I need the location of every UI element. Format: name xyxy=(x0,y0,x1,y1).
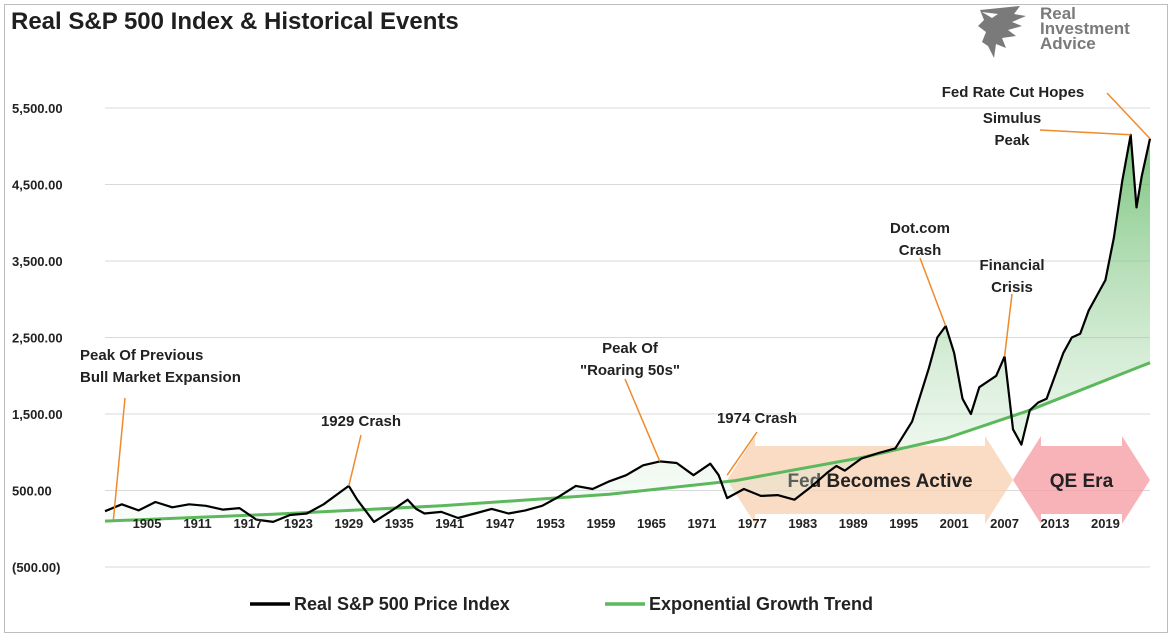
x-tick-label: 1989 xyxy=(839,516,868,531)
annotation-leader xyxy=(1003,293,1013,357)
x-tick-label: 1923 xyxy=(284,516,313,531)
x-tick-label: 1917 xyxy=(233,516,262,531)
annotations: Peak Of Previous Bull Market Expansion 192… xyxy=(80,84,1151,520)
y-tick-label: 1,500.00 xyxy=(12,407,63,422)
annotation-label: Crash xyxy=(899,242,942,259)
x-tick-label: 2007 xyxy=(990,516,1019,531)
x-tick-label: 1953 xyxy=(536,516,565,531)
annotation-label: Peak xyxy=(994,132,1030,149)
logo-line: Investment xyxy=(1040,19,1130,38)
legend: Real S&P 500 Price Index Exponential Grow… xyxy=(250,594,873,614)
logo-line: Advice xyxy=(1040,34,1096,53)
x-tick-label: 1935 xyxy=(385,516,414,531)
annotation-label: Fed Rate Cut Hopes xyxy=(942,84,1085,101)
x-tick-label: 1971 xyxy=(687,516,716,531)
x-tick-label: 1959 xyxy=(587,516,616,531)
x-tick-label: 1929 xyxy=(334,516,363,531)
x-tick-label: 1911 xyxy=(183,516,211,531)
era-label: Fed Becomes Active xyxy=(787,471,972,492)
legend-label: Exponential Growth Trend xyxy=(649,594,873,614)
y-tick-label: 5,500.00 xyxy=(12,101,63,116)
annotation-label: Crisis xyxy=(991,279,1033,296)
logo-text: Real Investment Advice xyxy=(1040,4,1130,53)
logo-line: Real xyxy=(1040,4,1076,23)
era-arrows: Fed Becomes Active QE Era xyxy=(727,436,1150,524)
chart-title: Real S&P 500 Index & Historical Events xyxy=(11,8,459,35)
gridlines xyxy=(105,107,1150,568)
chart-frame xyxy=(4,4,1168,633)
annotation-leader xyxy=(726,431,758,476)
x-tick-label: 1977 xyxy=(738,516,767,531)
x-tick-label: 1965 xyxy=(637,516,666,531)
annotation-leader xyxy=(112,397,126,520)
y-tick-label: 3,500.00 xyxy=(12,254,63,269)
era-label: QE Era xyxy=(1050,471,1114,492)
y-tick-label: 500.00 xyxy=(12,484,52,499)
annotation-label: Peak Of xyxy=(602,340,659,357)
y-tick-label: 2,500.00 xyxy=(12,331,63,346)
annotation-label: Bull Market Expansion xyxy=(80,369,241,386)
annotation-leader xyxy=(919,257,947,327)
annotation-label: 1974 Crash xyxy=(717,410,797,427)
x-tick-label: 2019 xyxy=(1091,516,1120,531)
annotation-label: Simulus xyxy=(983,110,1041,127)
y-tick-label: 4,500.00 xyxy=(12,178,63,193)
annotation-label: 1929 Crash xyxy=(321,413,401,430)
x-tick-label: 1941 xyxy=(435,516,464,531)
annotation-leader xyxy=(1039,129,1131,136)
y-tick-label: (500.00) xyxy=(12,560,60,575)
series-line xyxy=(104,361,1151,523)
annotation-label: Dot.com xyxy=(890,220,950,237)
series-lines xyxy=(104,133,1152,523)
x-tick-label: 2013 xyxy=(1041,516,1070,531)
x-tick-label: 2001 xyxy=(940,516,969,531)
legend-label: Real S&P 500 Price Index xyxy=(294,594,510,614)
annotation-leader xyxy=(624,378,661,462)
x-tick-label: 1947 xyxy=(486,516,515,531)
eagle-logo-icon xyxy=(978,6,1026,58)
era-arrow xyxy=(727,436,1013,524)
era-arrow xyxy=(1012,436,1150,524)
annotation-leader xyxy=(348,434,362,487)
annotation-label: Peak Of Previous xyxy=(80,347,203,364)
x-tick-label: 1983 xyxy=(788,516,817,531)
annotation-leader xyxy=(1106,92,1151,140)
annotation-label: "Roaring 50s" xyxy=(580,362,680,379)
x-axis: 1905 1911 1917 1923 1929 1935 1941 1947 1953 1959… xyxy=(133,516,1120,531)
x-tick-label: 1905 xyxy=(133,516,162,531)
series-line xyxy=(104,133,1152,523)
annotation-label: Financial xyxy=(979,257,1044,274)
x-tick-label: 1995 xyxy=(889,516,918,531)
y-axis: 5,500.00 4,500.00 3,500.00 2,500.00 1,500.00… xyxy=(12,101,63,575)
